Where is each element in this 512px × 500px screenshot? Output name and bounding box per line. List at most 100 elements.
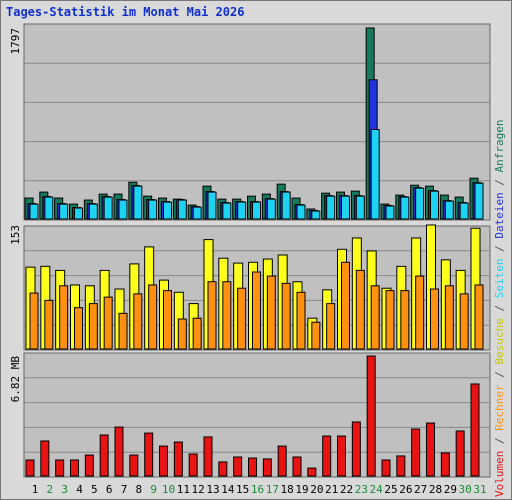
bar xyxy=(322,435,332,477)
legend-separator: / xyxy=(493,172,506,192)
bar xyxy=(59,203,69,220)
bar xyxy=(99,434,109,477)
x-tick-label: 21 xyxy=(325,483,338,496)
x-tick-label: 7 xyxy=(121,483,128,496)
bar xyxy=(59,285,69,350)
bar xyxy=(44,196,54,220)
legend-separator: / xyxy=(493,365,506,385)
y-tick-label: 153 xyxy=(9,225,22,245)
bar xyxy=(192,206,202,220)
bar xyxy=(163,290,172,350)
bar xyxy=(252,271,261,350)
bar xyxy=(277,445,287,477)
bar xyxy=(248,457,257,477)
bar xyxy=(74,307,83,350)
y-tick-label: 6.82 MB xyxy=(9,356,22,403)
x-tick-label: 5 xyxy=(91,483,98,496)
bar xyxy=(218,461,228,477)
bar xyxy=(177,199,187,220)
x-tick-label: 12 xyxy=(192,483,205,496)
bar xyxy=(296,204,306,220)
bar xyxy=(88,203,98,220)
bar xyxy=(296,291,306,350)
bar xyxy=(474,284,484,350)
bar xyxy=(415,187,425,220)
bar xyxy=(385,290,395,350)
x-tick-label: 27 xyxy=(414,483,427,496)
bar xyxy=(281,191,291,220)
x-tick-label: 11 xyxy=(177,483,190,496)
bar xyxy=(114,426,124,477)
bar xyxy=(222,281,232,350)
bar xyxy=(370,285,380,350)
x-tick-label: 15 xyxy=(236,483,249,496)
bar xyxy=(474,182,484,220)
bar xyxy=(148,199,158,220)
legend-entry: Rechner xyxy=(493,384,506,431)
bar xyxy=(396,455,406,477)
x-tick-label: 10 xyxy=(162,483,175,496)
x-tick-label: 31 xyxy=(473,483,486,496)
bar xyxy=(103,196,113,220)
legend-entry: Seiten xyxy=(493,259,506,299)
y-tick-label: 1797 xyxy=(9,28,22,55)
bar xyxy=(188,453,198,477)
bar xyxy=(337,435,346,477)
bar xyxy=(222,202,232,220)
legend-entry: Dateien xyxy=(493,192,506,238)
legend-separator: / xyxy=(493,239,506,259)
bar xyxy=(366,355,376,477)
legend-separator: / xyxy=(493,431,506,451)
x-tick-label: 26 xyxy=(399,483,412,496)
bar xyxy=(426,422,435,477)
bar xyxy=(88,303,98,350)
legend: Volumen / Rechner / Besuche / Seiten / D… xyxy=(493,119,506,497)
bar xyxy=(444,200,454,220)
legend-entry: Besuche xyxy=(493,318,506,364)
x-tick-label: 17 xyxy=(266,483,279,496)
x-tick-label: 24 xyxy=(370,483,384,496)
bar xyxy=(118,312,128,350)
x-tick-label: 19 xyxy=(295,483,308,496)
bar xyxy=(292,456,302,477)
bar xyxy=(25,459,35,477)
bar xyxy=(470,383,480,477)
bar xyxy=(233,456,243,477)
bar xyxy=(326,303,336,350)
bar xyxy=(252,201,261,220)
bar xyxy=(455,430,465,477)
bar xyxy=(370,129,380,220)
bar xyxy=(55,459,65,477)
x-tick-label: 20 xyxy=(310,483,323,496)
bar xyxy=(430,288,439,350)
bar xyxy=(129,454,139,477)
legend-entry: Volumen xyxy=(493,451,506,497)
x-tick-label: 13 xyxy=(206,483,219,496)
bar xyxy=(459,202,469,220)
bar xyxy=(177,318,187,350)
x-tick-label: 4 xyxy=(76,483,83,496)
bar xyxy=(133,293,143,350)
bar xyxy=(159,445,168,477)
bar xyxy=(385,205,395,220)
x-tick-label: 16 xyxy=(251,483,264,496)
bar xyxy=(29,292,39,350)
bar xyxy=(341,195,350,220)
bar xyxy=(207,191,217,220)
x-tick-label: 28 xyxy=(429,483,442,496)
legend-separator: / xyxy=(493,298,506,318)
bar xyxy=(444,285,454,350)
x-tick-label: 9 xyxy=(150,483,157,496)
bar xyxy=(355,195,365,220)
bar xyxy=(355,269,365,350)
x-tick-label: 18 xyxy=(281,483,294,496)
bar xyxy=(133,185,143,220)
bar xyxy=(307,467,317,477)
bar xyxy=(44,299,54,350)
bar xyxy=(400,290,410,350)
bar xyxy=(262,458,272,477)
x-tick-label: 6 xyxy=(106,483,113,496)
bar xyxy=(103,296,113,350)
bar xyxy=(430,190,439,220)
